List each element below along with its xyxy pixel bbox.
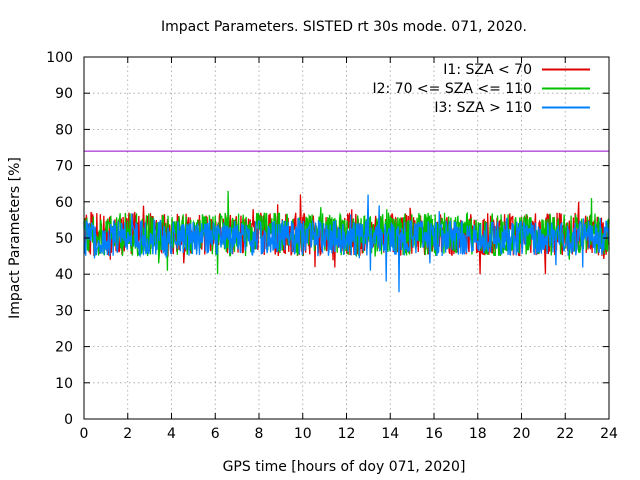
y-tick-label: 10 [55,376,73,392]
x-tick-label: 14 [381,426,399,442]
series-line-3 [83,194,610,293]
y-tick-label: 90 [55,86,73,102]
legend: I1: SZA < 70 I2: 70 <= SZA <= 110 I3: SZA … [372,62,590,116]
y-tick-label: 50 [55,231,73,247]
x-tick-label: 10 [294,426,312,442]
x-axis-label: GPS time [hours of doy 071, 2020] [223,459,466,475]
x-tick-label: 18 [469,426,487,442]
y-tick-label: 70 [55,159,73,175]
x-tick-label: 16 [425,426,443,442]
x-tick-label: 12 [338,426,356,442]
x-tick-label: 6 [211,426,220,442]
x-tick-label: 22 [556,426,574,442]
y-tick-label: 30 [55,303,73,319]
x-tick-label: 2 [123,426,132,442]
y-tick-label: 0 [64,412,73,428]
x-tick-label: 0 [80,426,89,442]
y-tick-label: 100 [46,50,73,66]
legend-label: I3: SZA > 110 [434,100,532,116]
x-tick-label: 8 [255,426,264,442]
series-layer [83,190,610,293]
y-tick-label: 60 [55,195,73,211]
y-tick-label: 20 [55,340,73,356]
x-tick-label: 4 [167,426,176,442]
axis-ticks: 0 2 4 6 8 10 12 14 16 18 20 22 240102030405060708090… [46,50,618,442]
y-axis-label: Impact Parameters [%] [7,157,23,319]
x-tick-label: 24 [600,426,618,442]
x-tick-label: 20 [513,426,531,442]
legend-label: I1: SZA < 70 [443,62,532,78]
legend-label: I2: 70 <= SZA <= 110 [372,81,532,97]
y-tick-label: 80 [55,122,73,138]
chart-title: Impact Parameters. SISTED rt 30s mode. 0… [161,19,527,35]
y-tick-label: 40 [55,267,73,283]
